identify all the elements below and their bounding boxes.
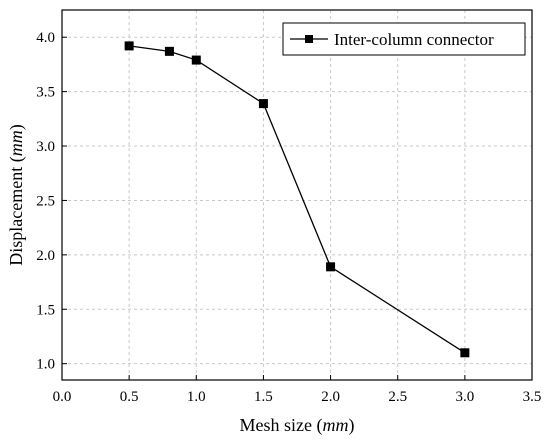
data-point-marker xyxy=(191,55,201,65)
data-point-marker xyxy=(326,262,336,272)
legend-label: Inter-column connector xyxy=(334,30,494,49)
x-axis-title: Mesh size (mm) xyxy=(240,415,355,436)
y-tick-label: 4.0 xyxy=(36,30,55,46)
y-tick-label: 3.5 xyxy=(36,85,55,101)
x-tick-label: 1.0 xyxy=(187,389,206,405)
axis-ticks: 0.0 0.5 1.0 1.5 2.0 2.5 3.0 3.5 1.0 1.5 2.0 2.5 3.0 3… xyxy=(36,30,541,405)
x-axis-label: Mesh size xyxy=(240,415,312,435)
y-axis-label: Displacement xyxy=(6,167,26,266)
y-tick-label: 1.0 xyxy=(36,357,55,373)
y-tick-label: 1.5 xyxy=(36,302,55,318)
series-line xyxy=(129,45,466,354)
y-tick-label: 2.0 xyxy=(36,248,55,264)
plot-frame xyxy=(61,9,533,381)
x-axis-unit: mm xyxy=(322,415,348,435)
x-tick-label: 1.5 xyxy=(254,389,273,405)
series-layer xyxy=(124,41,470,358)
x-tick-label: 3.0 xyxy=(455,389,474,405)
x-tick-label: 0.5 xyxy=(120,389,139,405)
x-tick-label: 3.5 xyxy=(523,389,542,405)
data-point-marker xyxy=(164,46,174,56)
grid xyxy=(62,10,532,380)
data-point-marker xyxy=(460,348,470,358)
y-axis-unit: mm xyxy=(6,130,26,156)
y-tick-label: 3.0 xyxy=(36,139,55,155)
plot-background xyxy=(62,10,532,380)
data-point-marker xyxy=(258,99,268,109)
y-axis-title: Displacement (mm) xyxy=(6,124,27,265)
y-tick-label: 2.5 xyxy=(36,193,55,209)
x-tick-label: 0.0 xyxy=(53,389,72,405)
legend: Inter-column connector xyxy=(282,22,526,56)
x-tick-label: 2.0 xyxy=(321,389,340,405)
data-point-marker xyxy=(124,41,134,51)
legend-square-marker xyxy=(305,35,313,43)
x-tick-label: 2.5 xyxy=(388,389,407,405)
